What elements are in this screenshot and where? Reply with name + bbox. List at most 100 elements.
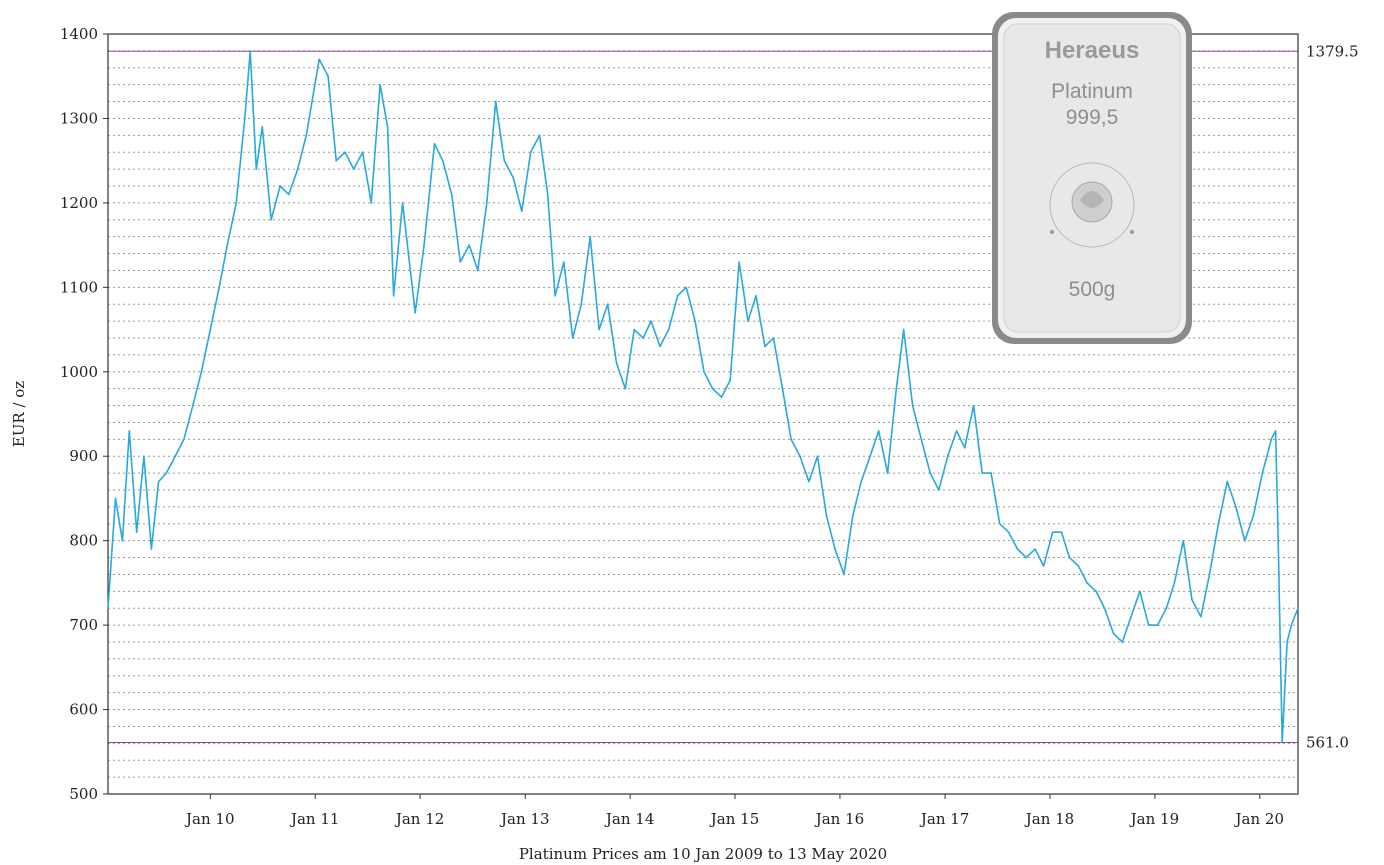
price-point [589,235,591,238]
price-point [503,159,506,162]
plot-frame [107,33,1299,795]
price-point [790,438,792,441]
price-point [521,210,523,213]
price-point [598,328,600,331]
price-point [200,371,203,373]
price-point [946,455,949,458]
price-point [703,371,705,373]
price-point [554,295,556,297]
price-point [296,168,299,170]
price-point [414,311,417,314]
y-tick-label: 1200 [60,194,98,212]
price-point [1290,624,1293,626]
price-point [386,126,389,128]
price-point [352,168,355,170]
price-point [327,75,329,77]
bar-fineness-text: 999,5 [1066,106,1119,129]
price-point [1244,539,1246,542]
price-point [1281,741,1283,744]
price-point [1277,539,1279,542]
price-point [990,472,992,474]
price-point [174,455,176,458]
price-point [642,337,644,339]
price-point [843,573,845,576]
price-point [764,345,766,348]
price-point [877,430,880,432]
x-tick-label: Jan 16 [814,810,864,828]
y-tick-label: 1400 [60,25,98,43]
price-point [150,548,153,550]
price-point [318,58,321,61]
price-point [305,134,308,137]
price-point [1095,590,1097,593]
price-point [157,480,160,483]
price-point [1156,624,1159,626]
price-point [128,430,131,432]
price-point [729,379,731,382]
price-point [459,261,462,263]
price-point [920,438,923,441]
x-tick-label: Jan 18 [1024,810,1074,828]
y-tick-label: 1100 [60,278,98,296]
price-point [563,261,565,263]
price-point [1139,590,1141,593]
price-point [772,337,775,339]
price-point [1252,514,1255,517]
y-tick-label: 500 [69,785,98,803]
price-point [1173,582,1176,584]
price-point [1182,539,1185,542]
price-point [1060,531,1063,533]
price-point [135,531,138,533]
price-point [423,244,425,246]
price-point [370,202,373,204]
price-point [1217,523,1220,525]
x-tick-label: Jan 12 [394,810,444,828]
price-point [218,286,220,289]
price-point [676,295,679,297]
price-point [288,193,290,196]
price-point [911,404,914,407]
price-point [143,455,145,458]
price-point [477,269,479,272]
price-point [249,50,251,53]
price-point [1103,607,1106,609]
price-point [442,159,444,162]
price-point [546,193,549,196]
price-point [226,244,229,246]
x-tick-label: Jan 13 [499,810,549,828]
price-point [1191,599,1193,601]
price-point [963,447,966,449]
price-point [235,202,237,204]
price-point [183,438,185,441]
price-point [107,607,109,609]
price-point [1016,548,1019,550]
price-point [902,328,905,331]
price-point [615,362,618,365]
price-point [392,295,395,297]
price-point [972,404,975,407]
price-point [781,387,784,390]
price-point [981,472,983,474]
price-point [121,539,124,542]
price-point [538,134,541,137]
price-point [650,320,652,322]
y-tick-label: 800 [69,532,98,550]
price-point [379,83,381,86]
price-point [450,193,453,196]
price-point [929,472,931,474]
price-point [1034,548,1036,550]
price-point [998,523,1001,525]
x-tick-label: Jan 19 [1129,810,1179,828]
bar-weight-text: 500g [1069,278,1116,301]
price-point [1200,615,1202,618]
price-point [361,151,364,153]
y-tick-label: 1000 [60,363,98,381]
reference-line-label: 561.0 [1306,733,1349,751]
price-point [659,345,661,348]
bar-brand-logo: Heraeus [1045,37,1140,64]
price-point [816,455,819,458]
price-point [1235,506,1237,508]
price-point [1130,615,1132,618]
y-tick-label: 1300 [60,109,98,127]
price-point [192,404,194,407]
